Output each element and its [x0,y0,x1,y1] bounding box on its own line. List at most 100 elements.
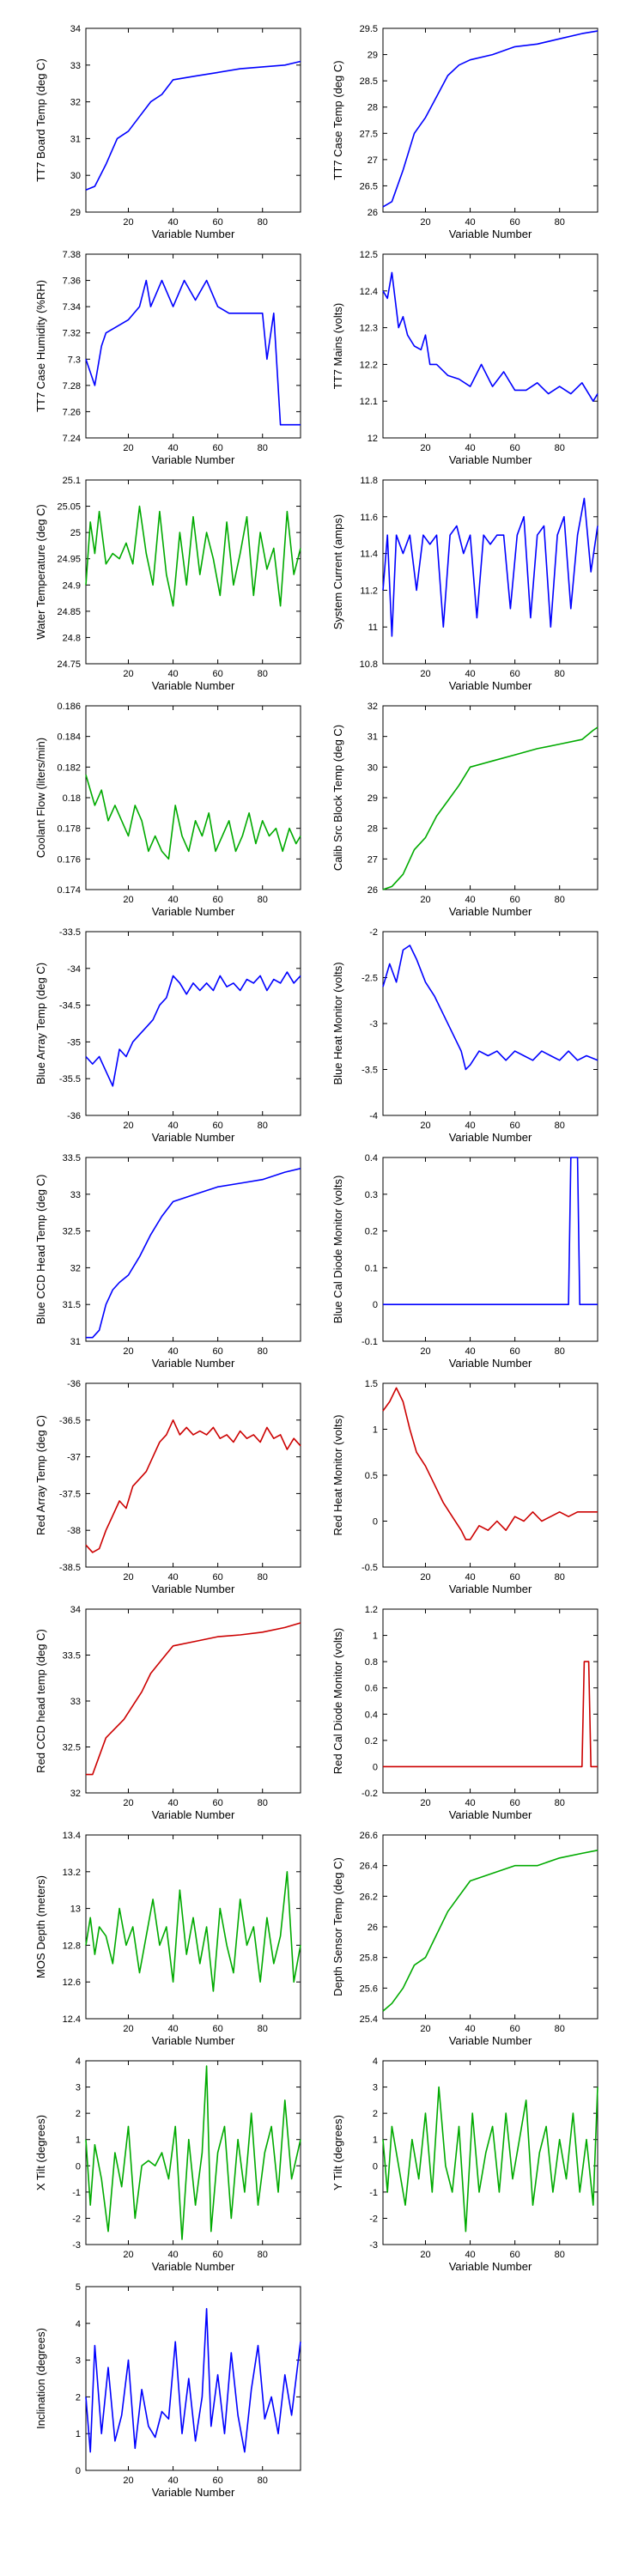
x-tick-label: 20 [123,669,133,679]
plot-frame [382,1382,598,1568]
x-axis-label: Variable Number [449,453,532,466]
y-tick-label: 0.2 [365,1736,378,1747]
y-tick-label: 25.6 [360,1984,378,1994]
y-tick-label: 7.28 [63,381,81,392]
y-tick-label: -0.1 [361,1337,378,1347]
x-tick-label: 40 [167,1572,178,1583]
y-tick-label: -38 [67,1526,81,1536]
x-tick-label: 20 [420,443,430,453]
x-axis-label: Variable Number [449,1357,532,1370]
y-tick-label: 7.36 [63,276,81,287]
x-tick-label: 20 [420,669,430,679]
x-tick-label: 20 [123,1798,133,1808]
y-tick-label: 31 [70,1337,81,1347]
x-tick-label: 80 [555,1346,565,1357]
x-tick-label: 20 [123,443,133,453]
x-axis-label: Variable Number [152,1583,235,1595]
x-axis-label: Variable Number [152,1131,235,1144]
y-tick-label: 31 [368,732,378,743]
x-tick-label: 80 [258,2250,268,2260]
x-axis-label: Variable Number [152,1357,235,1370]
x-tick-label: 20 [420,1346,430,1357]
y-axis-label: Y Tilt (degrees) [331,2115,344,2190]
y-tick-label: 11.6 [360,513,378,523]
y-tick-label: 25.8 [360,1953,378,1964]
y-axis-label: Inclination (degrees) [34,2328,47,2429]
y-tick-label: 12.1 [360,397,378,407]
plot-frame [382,27,598,213]
y-tick-label: 33.5 [63,1153,81,1163]
y-axis-label: TT7 Mains (volts) [331,303,344,389]
y-axis-label: Coolant Flow (liters/min) [34,738,47,858]
x-tick-label: 40 [167,895,178,905]
y-tick-label: 7.32 [63,329,81,339]
series-line-1 [86,1622,301,1776]
series-line-1 [382,497,598,637]
y-tick-label: -33.5 [59,927,81,938]
y-tick-label: 0.1 [365,1263,378,1273]
subplot-2: 26 26.5 27 27.5 28 28.5 29 29.5 20 40 60 80 Variable… [331,24,598,240]
y-axis-label: Red CCD head temp (deg C) [34,1629,47,1773]
subplot-16: -0.2 0 0.2 0.4 0.6 0.8 1 1.2 20 40 60 80 Variable Nu… [331,1605,598,1821]
x-tick-label: 40 [465,2250,475,2260]
x-axis-label: Variable Number [152,2260,235,2273]
y-tick-label: 26 [368,885,378,896]
x-tick-label: 20 [420,1798,430,1808]
x-tick-label: 60 [510,669,520,679]
x-tick-label: 60 [510,1121,520,1131]
y-tick-label: 30 [368,762,378,773]
y-tick-label: 4 [76,2057,81,2067]
x-tick-label: 60 [213,217,223,228]
x-axis-label: Variable Number [152,453,235,466]
y-tick-label: 0.18 [63,793,81,804]
y-tick-label: 2 [76,2392,81,2403]
y-tick-label: 0 [76,2466,81,2476]
x-tick-label: 40 [465,443,475,453]
y-tick-label: 25.1 [63,476,81,486]
x-tick-label: 80 [258,443,268,453]
series-line-1 [383,1157,598,1305]
series-line-1 [382,1850,598,2012]
y-tick-label: 0.2 [365,1227,378,1237]
plot-frame [85,2060,301,2245]
x-tick-label: 20 [420,2024,430,2034]
x-axis-label: Variable Number [152,2034,235,2047]
y-tick-label: 1.2 [365,1605,378,1615]
subplot-15: 32 32.5 33 33.5 34 20 40 60 80 Variable Number Red… [34,1605,301,1821]
x-tick-label: 80 [258,1121,268,1131]
plot-frame [85,931,301,1116]
x-tick-label: 60 [510,1798,520,1808]
y-tick-label: 0.174 [57,885,81,896]
x-tick-label: 60 [510,1572,520,1583]
x-tick-label: 80 [555,1572,565,1583]
x-tick-label: 60 [213,1346,223,1357]
y-tick-label: 12.3 [360,324,378,334]
y-tick-label: 0.178 [57,824,81,835]
x-tick-label: 20 [123,217,133,228]
x-axis-label: Variable Number [449,2034,532,2047]
y-tick-label: -36 [67,1111,81,1121]
y-tick-label: 13 [70,1905,81,1915]
y-tick-label: 3 [76,2356,81,2366]
y-tick-label: 7.38 [63,250,81,260]
y-tick-label: 28 [368,103,378,113]
y-tick-label: 1.5 [365,1379,378,1389]
x-tick-label: 40 [465,1121,475,1131]
y-tick-label: -4 [369,1111,378,1121]
y-tick-label: 32.5 [63,1743,81,1753]
x-tick-label: 80 [258,895,268,905]
plot-frame [382,931,598,1116]
y-tick-label: 12.2 [360,360,378,370]
x-tick-label: 60 [213,1798,223,1808]
y-tick-label: 29 [368,51,378,61]
y-tick-label: -34.5 [59,1001,81,1012]
x-tick-label: 40 [167,1346,178,1357]
x-tick-label: 40 [167,217,178,228]
plot-frame [85,705,301,890]
y-tick-label: 12.4 [63,2014,81,2025]
y-tick-label: 4 [76,2319,81,2330]
y-tick-label: -2 [72,2214,81,2224]
y-axis-label: System Current (amps) [331,514,344,629]
y-tick-label: -37.5 [59,1489,81,1499]
x-tick-label: 20 [420,2250,430,2260]
